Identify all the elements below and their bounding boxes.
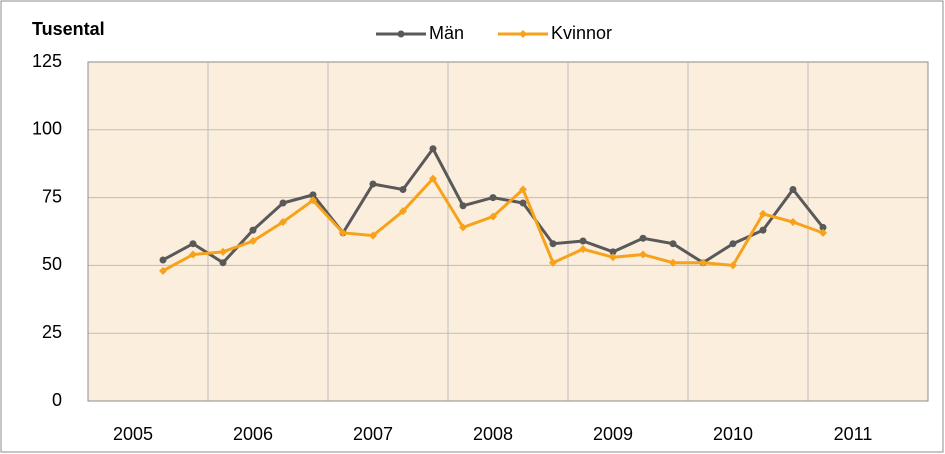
y-tick-label: 25 [42,322,62,342]
legend-marker [397,30,405,38]
x-tick-label: 2007 [353,424,393,444]
point [549,240,557,248]
point [429,174,437,183]
point [579,245,587,254]
y-tick-label: 75 [42,186,62,206]
point [459,223,467,232]
point [369,231,377,240]
point [309,191,317,199]
x-tick-label: 2006 [233,424,273,444]
point [759,209,767,218]
point [189,250,197,259]
plot-border [87,61,929,402]
y-tick-label: 0 [52,390,62,410]
point [669,240,677,248]
x-tick-label: 2011 [834,424,873,444]
plot-area [88,62,928,401]
x-tick-label: 2008 [473,424,513,444]
point [309,196,317,205]
point [189,240,197,248]
point [339,228,347,237]
point [639,250,647,259]
point [279,218,287,227]
point [609,253,617,262]
legend-label: Kvinnor [551,23,612,43]
point [819,228,827,237]
y-tick-label: 100 [32,119,62,139]
point [549,258,557,267]
y-tick-label: 50 [42,254,62,274]
point [759,226,767,234]
x-tick-label: 2009 [593,424,633,444]
legend-label: Män [429,23,464,43]
point [489,194,497,202]
point [249,236,257,245]
point [609,248,617,256]
point [399,207,407,216]
point [489,212,497,221]
point [369,180,377,188]
point [219,247,227,256]
point [399,185,407,193]
point [729,240,737,248]
point [819,223,827,231]
legend-marker [519,30,527,38]
point [639,234,647,242]
point [249,226,257,234]
x-tick-label: 2005 [113,424,153,444]
point [699,258,707,267]
chart-title: Tusental [32,19,105,39]
point [159,266,167,275]
y-tick-label: 125 [32,51,62,71]
point [459,202,467,210]
point [279,199,287,207]
point [159,256,167,264]
point [429,145,437,153]
point [579,237,587,245]
point [729,261,737,270]
point [519,185,527,194]
point [789,185,797,193]
point [519,199,527,207]
x-tick-label: 2010 [713,424,753,444]
point [219,259,227,267]
point [669,258,677,267]
point [789,218,797,227]
